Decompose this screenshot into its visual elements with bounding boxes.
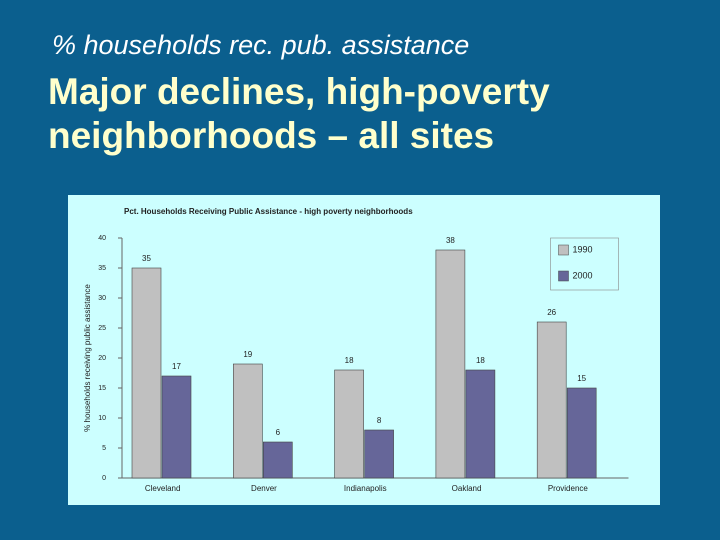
legend-swatch <box>558 244 569 256</box>
y-tick-label: 35 <box>98 265 106 272</box>
x-tick-label: Providence <box>548 484 589 493</box>
y-tick-label: 40 <box>98 235 106 242</box>
data-label: 18 <box>476 356 485 365</box>
data-label: 35 <box>142 254 151 263</box>
data-label: 15 <box>577 374 586 383</box>
data-label: 6 <box>276 428 281 437</box>
y-axis-label: % households receiving public assistance <box>83 284 92 432</box>
bar <box>262 441 293 479</box>
legend-label: 2000 <box>573 270 593 280</box>
y-tick-label: 15 <box>98 385 106 392</box>
x-tick-label: Indianapolis <box>344 484 387 493</box>
data-label: 19 <box>243 350 252 359</box>
data-label: 8 <box>377 416 382 425</box>
y-tick-label: 5 <box>102 445 106 452</box>
x-tick-label: Denver <box>251 484 277 493</box>
slide-title: Major declines, high-poverty neighborhoo… <box>48 71 550 156</box>
y-tick-label: 20 <box>98 355 106 362</box>
bar <box>233 363 263 479</box>
y-tick-label: 30 <box>98 295 106 302</box>
bar <box>334 369 364 479</box>
data-label: 18 <box>345 356 354 365</box>
x-tick-label: Cleveland <box>145 484 181 493</box>
legend-label: 1990 <box>573 244 593 254</box>
data-label: 17 <box>172 362 181 371</box>
y-tick-label: 10 <box>98 415 106 422</box>
bar <box>465 369 496 479</box>
data-label: 26 <box>547 308 556 317</box>
slide-subtitle: % households rec. pub. assistance <box>52 30 470 60</box>
bar <box>536 321 567 479</box>
bar <box>161 375 192 479</box>
bar <box>566 387 597 479</box>
bar <box>131 267 162 479</box>
bar <box>435 249 466 479</box>
y-tick-label: 0 <box>102 475 106 482</box>
x-tick-label: Oakland <box>452 484 482 493</box>
bar <box>364 429 394 479</box>
chart-title: Pct. Households Receiving Public Assista… <box>124 207 413 216</box>
legend-swatch <box>558 270 569 282</box>
y-tick-label: 25 <box>98 325 106 332</box>
data-label: 38 <box>446 236 455 245</box>
